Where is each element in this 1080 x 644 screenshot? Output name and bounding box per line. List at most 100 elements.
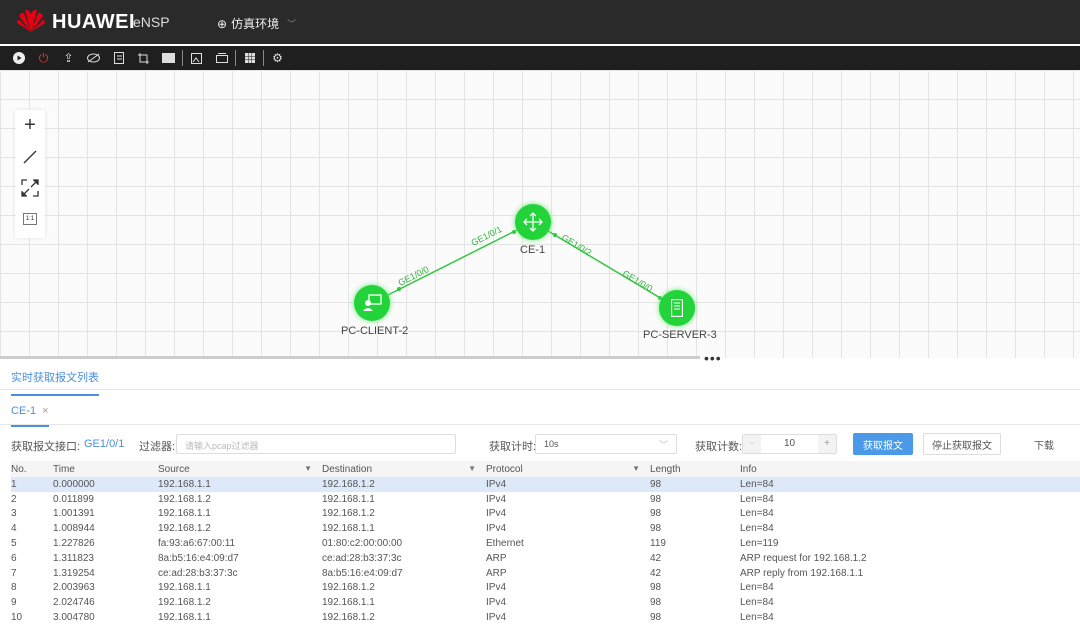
column-label: Time [53, 463, 75, 475]
table-row[interactable]: 8 2.003963 192.168.1.1 192.168.1.2 IPv4 98 Len… [11, 581, 1080, 596]
download-button[interactable]: 下载 [1034, 440, 1054, 452]
topology-canvas[interactable]: + 1:1 GE1/0/1 GE1/0/0 GE1/0/2 GE1/0/0 CE… [0, 70, 1080, 358]
fit-screen-button[interactable] [21, 172, 39, 203]
table-cell: 42 [650, 567, 662, 579]
column-header-no[interactable]: No. [11, 461, 53, 477]
chevron-down-icon: ﹀ [287, 19, 297, 29]
table-cell: 5 [11, 538, 17, 550]
power-button[interactable]: ⏻ [38, 50, 49, 65]
table-cell: 192.168.1.2 [158, 597, 211, 609]
table-cell: IPv4 [486, 523, 507, 535]
table-cell: ARP [486, 552, 507, 564]
table-cell: IPv4 [486, 508, 507, 520]
decrement-button[interactable]: - [743, 435, 761, 453]
column-header-destination[interactable]: Destination ▼ [322, 461, 486, 477]
table-cell: Len=84 [740, 477, 1080, 492]
column-header-protocol[interactable]: Protocol ▼ [486, 461, 650, 477]
table-row[interactable]: 5 1.227826 fa:93:a6:67:00:11 01:80:c2:00:00… [11, 536, 1080, 551]
node-pc-client-2[interactable] [354, 285, 390, 321]
settings-button[interactable]: ⚙ [272, 51, 283, 65]
table-cell: ARP reply from 192.168.1.1 [740, 567, 864, 579]
panel-splitter[interactable] [0, 356, 700, 359]
table-row[interactable]: 4 1.008944 192.168.1.2 192.168.1.1 IPv4 98 Len… [11, 521, 1080, 536]
node-pc-server-3[interactable] [659, 290, 695, 326]
table-cell: 192.168.1.1 [158, 612, 211, 624]
table-cell: 192.168.1.2 [322, 612, 375, 624]
table-cell: IPv4 [486, 477, 650, 492]
tab-device-ce-1[interactable]: CE-1 × [11, 405, 49, 427]
environment-selector[interactable]: ⊕ 仿真环境 ﹀ [217, 15, 296, 32]
toolbar: ⏻ ⇪ ⚙ [0, 46, 1080, 70]
image-button[interactable] [184, 46, 209, 70]
table-cell: 119 [650, 538, 666, 550]
table-cell: 3 [11, 508, 17, 520]
environment-label: 仿真环境 [231, 17, 280, 31]
table-row[interactable]: 7 1.319254 ce:ad:28:b3:37:3c 8a:b5:16:e4:09… [11, 566, 1080, 581]
table-row[interactable]: 1 0.000000 192.168.1.1 192.168.1.2 IPv4 98 Len… [11, 477, 1080, 492]
column-label: Info [740, 463, 757, 475]
reset-zoom-button[interactable]: 1:1 [22, 203, 38, 234]
screen-button[interactable] [156, 46, 181, 70]
table-cell: 2 [11, 493, 17, 505]
table-cell: 192.168.1.2 [322, 508, 375, 520]
start-capture-button[interactable]: 获取报文 [853, 433, 913, 455]
column-header-source[interactable]: Source ▼ [158, 461, 322, 477]
table-cell: 1.227826 [53, 538, 95, 550]
top-bar: HUAWEI eNSP ⊕ 仿真环境 ﹀ [0, 0, 1080, 44]
filter-input[interactable]: 请输入pcap过滤器 [176, 434, 456, 454]
table-cell: IPv4 [486, 612, 507, 624]
more-icon[interactable]: ••• [704, 350, 722, 366]
count-value[interactable]: 10 [783, 438, 796, 449]
node-label: PC-CLIENT-2 [341, 325, 409, 337]
filter-label: 过滤器: [139, 441, 176, 453]
table-cell: 0.000000 [53, 477, 158, 492]
globe-icon: ⊕ [217, 16, 228, 31]
timer-label: 获取计时: [489, 441, 537, 453]
table-row[interactable]: 10 3.004780 192.168.1.1 192.168.1.2 IPv4 98 Le… [11, 610, 1080, 625]
close-icon[interactable]: × [42, 405, 49, 417]
table-cell: Len=84 [740, 597, 774, 609]
packet-table: No. Time Source ▼ Destination ▼ Protocol ▼ Lengt… [11, 461, 1080, 625]
reset-zoom-label: 1:1 [22, 212, 38, 225]
table-cell: Ethernet [486, 538, 524, 550]
link-ce1-server[interactable] [532, 221, 678, 309]
filter-dropdown-icon[interactable]: ▼ [632, 464, 640, 473]
brand-name: HUAWEI [52, 11, 135, 33]
count-stepper[interactable]: - 10 + [742, 434, 837, 454]
column-header-length[interactable]: Length [650, 461, 740, 477]
upload-button[interactable]: ⇪ [63, 51, 74, 65]
table-cell: 192.168.1.1 [158, 477, 322, 492]
link-ce1-client[interactable] [371, 221, 534, 304]
interface-value[interactable]: GE1/0/1 [84, 438, 125, 450]
filter-dropdown-icon[interactable]: ▼ [304, 464, 312, 473]
zoom-in-button[interactable]: + [24, 114, 36, 136]
column-header-info[interactable]: Info [740, 461, 1080, 477]
column-header-time[interactable]: Time [53, 461, 158, 477]
timer-select[interactable]: 10s ﹀ [535, 434, 677, 454]
stop-capture-button[interactable]: 停止获取报文 [923, 433, 1001, 455]
increment-button[interactable]: + [818, 435, 836, 453]
table-cell: 1.008944 [53, 523, 95, 535]
table-row[interactable]: 3 1.001391 192.168.1.1 192.168.1.2 IPv4 98 Len… [11, 507, 1080, 522]
table-row[interactable]: 6 1.311823 8a:b5:16:e4:09:d7 ce:ad:28:b3:37… [11, 551, 1080, 566]
play-button[interactable] [6, 46, 31, 70]
window-button[interactable] [209, 46, 234, 70]
draw-link-button[interactable] [23, 141, 37, 172]
table-row[interactable]: 2 0.011899 192.168.1.2 192.168.1.1 IPv4 98 Len… [11, 492, 1080, 507]
table-cell: 98 [650, 508, 662, 520]
tab-realtime-capture[interactable]: 实时获取报文列表 [11, 369, 99, 396]
list-button[interactable] [106, 46, 131, 70]
table-row[interactable]: 9 2.024746 192.168.1.2 192.168.1.1 IPv4 98 Len… [11, 595, 1080, 610]
filter-dropdown-icon[interactable]: ▼ [468, 464, 476, 473]
table-cell: ARP [486, 567, 507, 579]
table-cell: Len=84 [740, 523, 774, 535]
hide-button[interactable] [81, 46, 106, 70]
table-cell: 8 [11, 582, 17, 594]
node-ce-1[interactable] [515, 204, 551, 240]
table-cell: IPv4 [486, 582, 507, 594]
divider [0, 424, 1080, 425]
canvas-tools: + 1:1 [15, 110, 45, 238]
crop-button[interactable] [131, 46, 156, 70]
table-cell: Len=84 [740, 612, 774, 624]
grid-button[interactable] [237, 46, 262, 70]
